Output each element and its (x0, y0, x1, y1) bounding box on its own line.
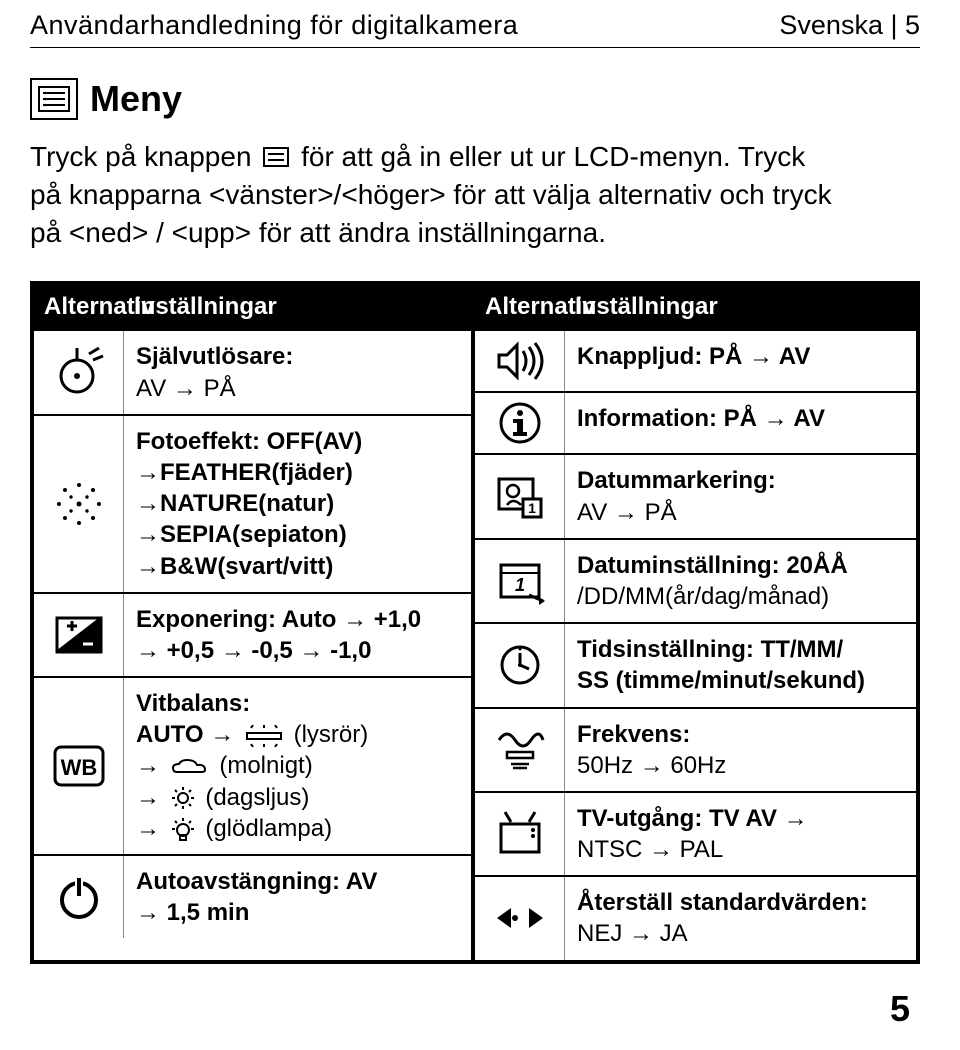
daylight-icon (167, 785, 199, 811)
intro-part4: på <ned> / <upp> för att ändra inställni… (30, 217, 606, 248)
key-sound-text: Knappljud: PÅ → AV (565, 331, 916, 391)
row-key-sound: Knappljud: PÅ → AV (475, 329, 916, 391)
row-frequency: Frekvens: 50Hz → 60Hz (475, 707, 916, 791)
header: Användarhandledning för digitalkamera Sv… (30, 0, 920, 48)
title-row: Meny (30, 78, 920, 120)
exposure-icon (34, 594, 124, 676)
date-stamp-text: Datummarkering: AV → PÅ (565, 455, 916, 537)
page-title: Meny (90, 78, 182, 120)
speaker-icon (475, 331, 565, 391)
menu-icon (30, 78, 78, 120)
power-icon (34, 856, 124, 938)
page: Användarhandledning för digitalkamera Sv… (0, 0, 960, 1050)
reset-text: Återställ standardvärden: NEJ → JA (565, 877, 916, 959)
settings-table: Alternativ Inställningar Självutlösare: … (30, 281, 920, 963)
frequency-text: Frekvens: 50Hz → 60Hz (565, 709, 916, 791)
svg-text:WB: WB (60, 755, 97, 780)
calendar-icon: 1 (475, 540, 565, 622)
row-auto-off: Autoavstängning: AV → 1,5 min (34, 854, 471, 938)
right-column: Alternativ Inställningar Knappljud: PÅ →… (475, 285, 916, 959)
clock-icon (475, 624, 565, 706)
cloudy-icon (167, 756, 213, 778)
heading-installningar-2: Inställningar (565, 285, 916, 329)
heading-installningar: Inställningar (124, 285, 471, 329)
menu-button-icon (263, 147, 289, 167)
header-left: Användarhandledning för digitalkamera (30, 10, 518, 41)
row-reset: Återställ standardvärden: NEJ → JA (475, 875, 916, 959)
photo-effect-text: Fotoeffekt: OFF(AV) →FEATHER(fjäder) →NA… (124, 416, 471, 592)
row-self-timer: Självutlösare: AV → PÅ (34, 329, 471, 413)
auto-off-text: Autoavstängning: AV → 1,5 min (124, 856, 471, 938)
frequency-icon (475, 709, 565, 791)
white-balance-icon: WB (34, 678, 124, 854)
row-date-stamp: 1 Datummarkering: AV → PÅ (475, 453, 916, 537)
heading-alternativ: Alternativ (34, 285, 124, 329)
fluorescent-icon (241, 725, 287, 747)
self-timer-icon (34, 331, 124, 413)
info-text: Information: PÅ → AV (565, 393, 916, 453)
row-photo-effect: Fotoeffekt: OFF(AV) →FEATHER(fjäder) →NA… (34, 414, 471, 592)
intro-part2: för att gå in eller ut ur LCD-menyn. Try… (301, 141, 805, 172)
heading-alternativ-2: Alternativ (475, 285, 565, 329)
row-tv-out: TV-utgång: TV AV → NTSC → PAL (475, 791, 916, 875)
left-column: Alternativ Inställningar Självutlösare: … (34, 285, 475, 959)
white-balance-text: Vitbalans: AUTO → (lysrör) → (molnigt) → (124, 678, 471, 854)
incandescent-icon (167, 816, 199, 842)
header-right: Svenska | 5 (779, 10, 920, 41)
date-setting-text: Datuminställning: 20ÅÅ /DD/MM(år/dag/mån… (565, 540, 916, 622)
time-setting-text: Tidsinställning: TT/MM/ SS (timme/minut/… (565, 624, 916, 706)
self-timer-text: Självutlösare: AV → PÅ (124, 331, 471, 413)
tv-out-text: TV-utgång: TV AV → NTSC → PAL (565, 793, 916, 875)
svg-text:1: 1 (514, 575, 524, 595)
right-header: Alternativ Inställningar (475, 285, 916, 329)
row-date-setting: 1 Datuminställning: 20ÅÅ /DD/MM(år/dag/m… (475, 538, 916, 622)
page-number: 5 (30, 964, 920, 1030)
svg-text:1: 1 (528, 500, 536, 516)
row-exposure: Exponering: Auto → +1,0 → +0,5 → -0,5 → … (34, 592, 471, 676)
intro-part1: Tryck på knappen (30, 141, 252, 172)
intro-text: Tryck på knappen för att gå in eller ut … (30, 138, 910, 251)
intro-part3: på knapparna <vänster>/<höger> för att v… (30, 179, 832, 210)
date-stamp-icon: 1 (475, 455, 565, 537)
info-icon (475, 393, 565, 453)
row-information: Information: PÅ → AV (475, 391, 916, 453)
photo-effect-icon (34, 416, 124, 592)
left-header: Alternativ Inställningar (34, 285, 471, 329)
row-white-balance: WB Vitbalans: AUTO → (lysrör) → (34, 676, 471, 854)
exposure-text: Exponering: Auto → +1,0 → +0,5 → -0,5 → … (124, 594, 471, 676)
tv-icon (475, 793, 565, 875)
reset-icon (475, 877, 565, 959)
row-time-setting: Tidsinställning: TT/MM/ SS (timme/minut/… (475, 622, 916, 706)
